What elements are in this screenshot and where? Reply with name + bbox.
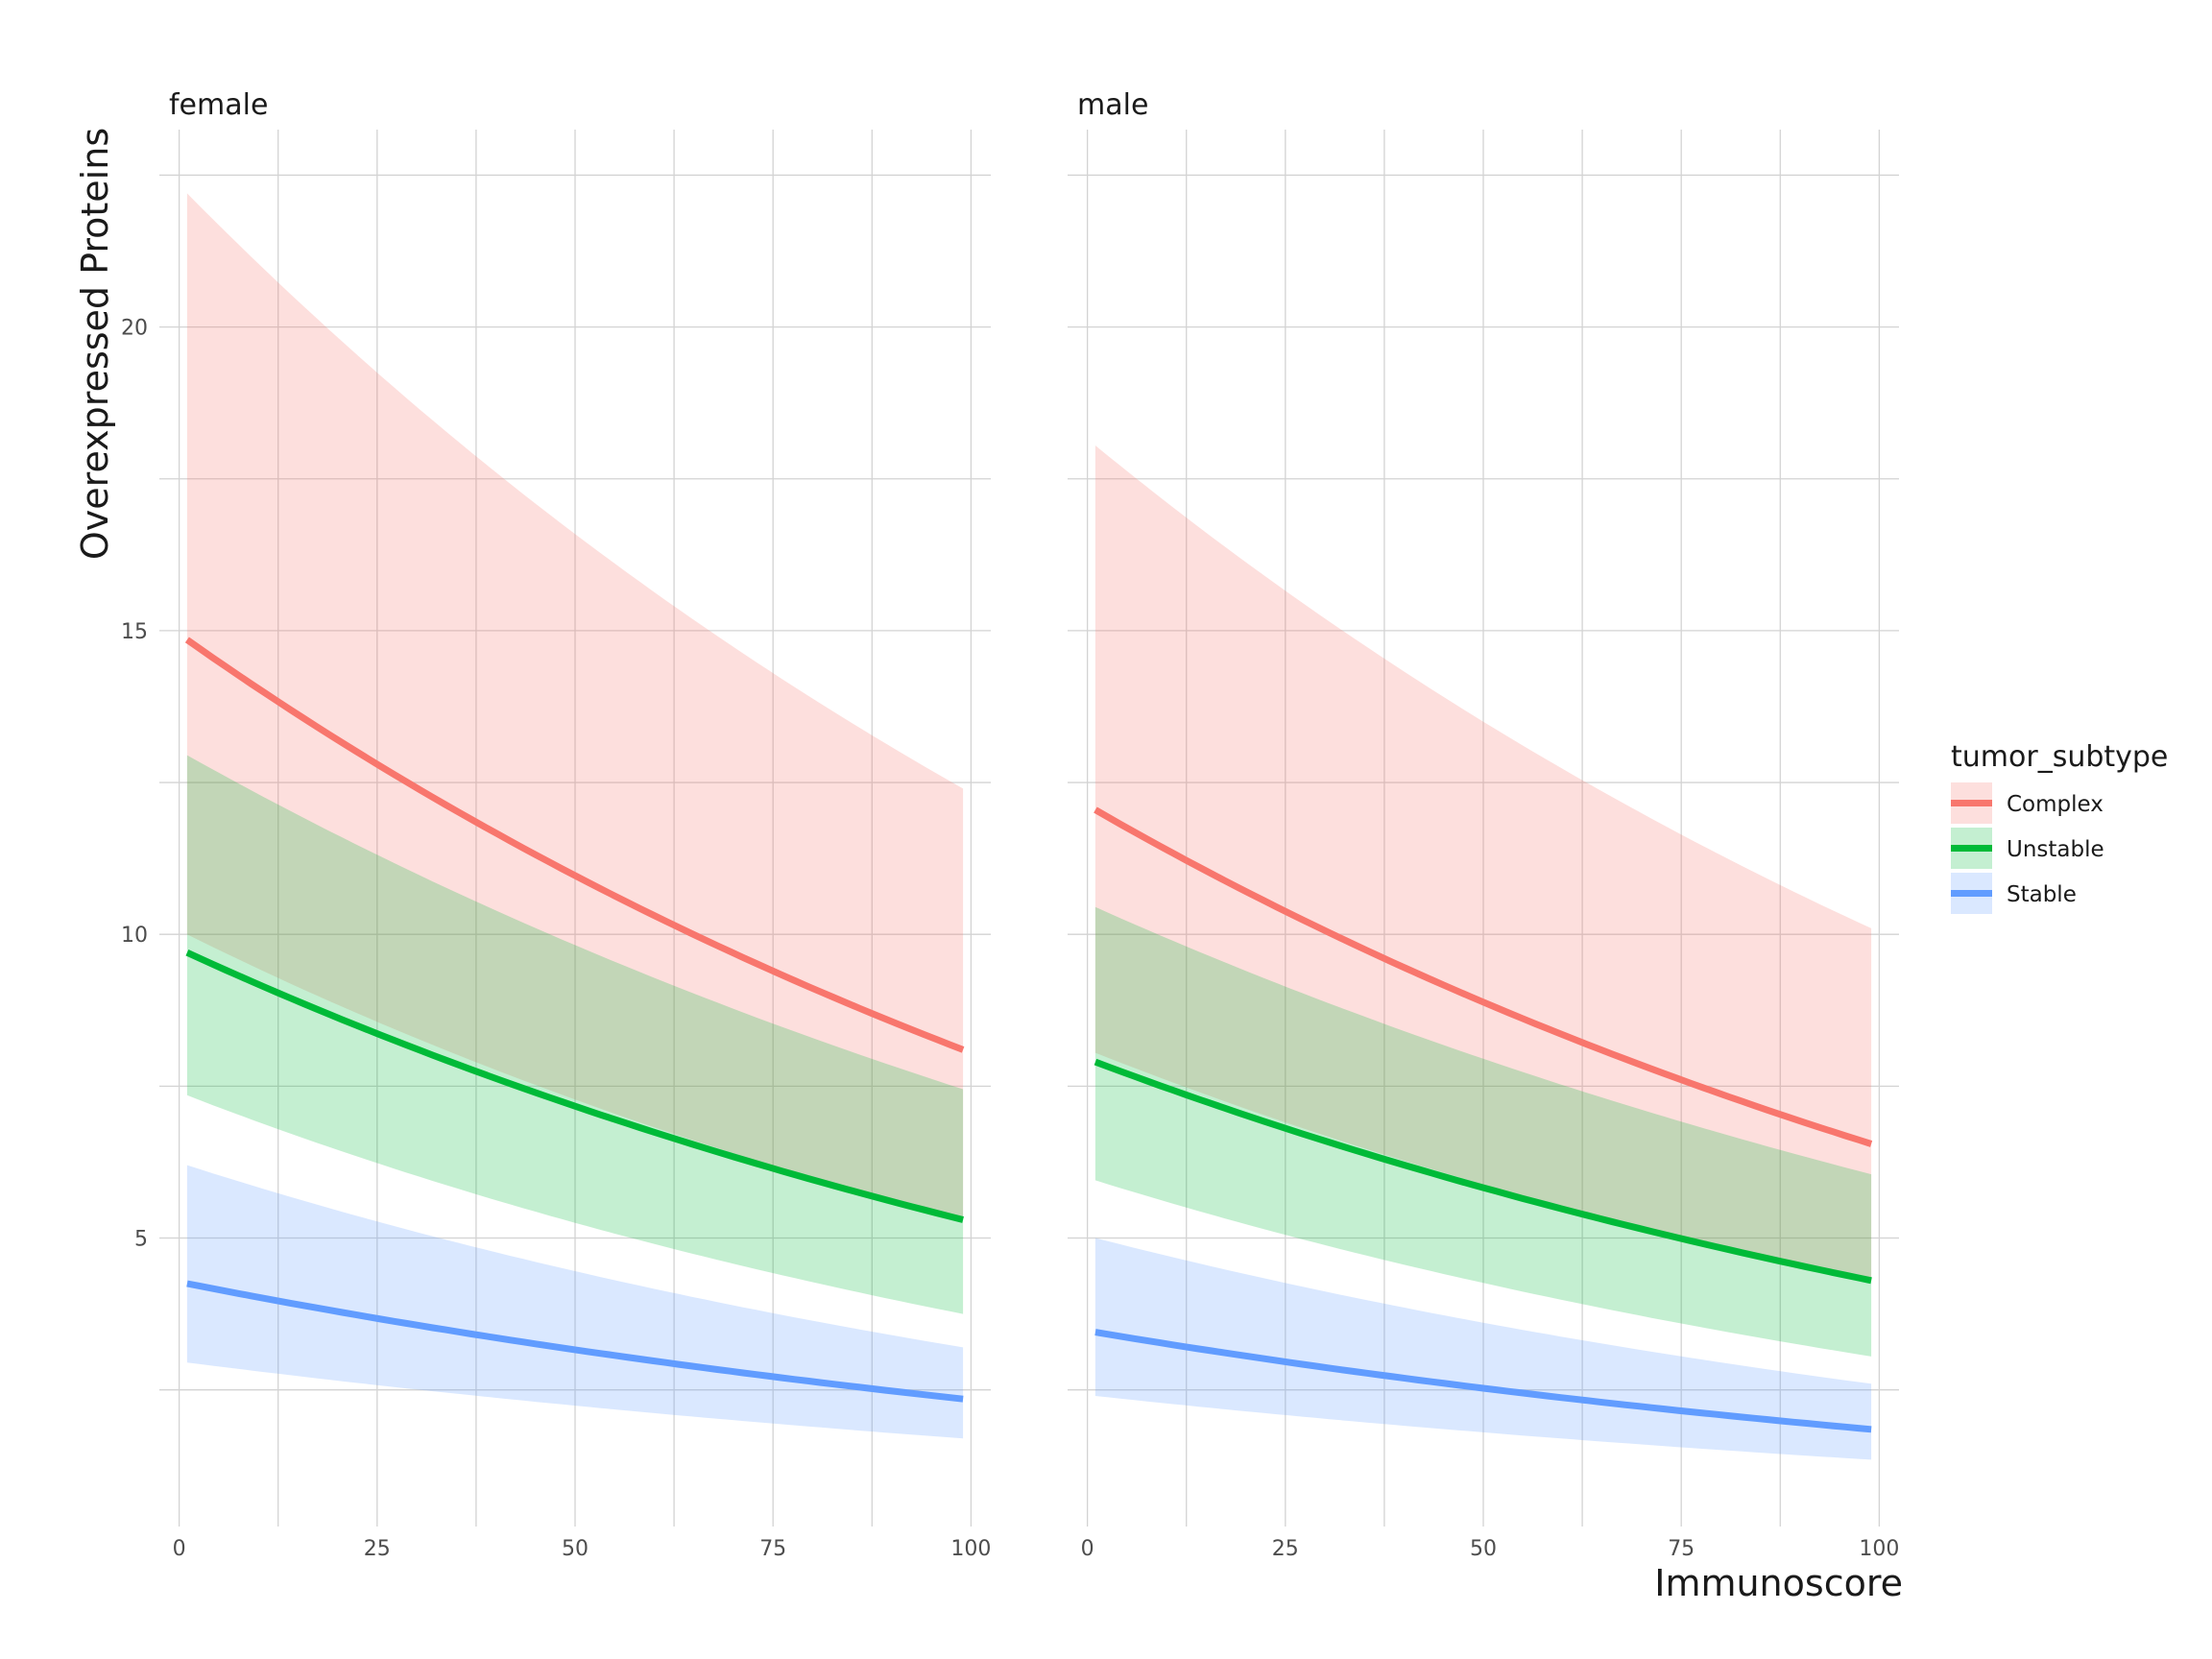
legend-label: Unstable: [2007, 837, 2104, 862]
x-tick-label: 25: [1272, 1537, 1299, 1561]
legend: tumor_subtype Complex Unstable Stable: [1951, 740, 2168, 914]
facet-label-male: male: [1077, 88, 1148, 122]
ci-ribbon-unstable: [1094, 906, 1872, 1357]
series-line-stable: [186, 1280, 964, 1403]
legend-title: tumor_subtype: [1951, 740, 2168, 774]
x-tick-label: 100: [950, 1537, 991, 1561]
legend-label: Stable: [2007, 882, 2077, 907]
x-tick-label: 0: [173, 1537, 186, 1561]
ci-ribbon-complex: [1094, 445, 1872, 1281]
ci-ribbon-stable: [186, 1165, 964, 1439]
y-tick-label: 5: [134, 1228, 148, 1252]
x-tick-label: 75: [759, 1537, 786, 1561]
facet-label-female: female: [169, 88, 268, 122]
x-tick-label: 50: [1470, 1537, 1497, 1561]
series-line-complex: [184, 637, 965, 1053]
ci-ribbon-unstable: [186, 755, 964, 1314]
y-axis-title: Overexpressed Proteins: [74, 128, 116, 560]
x-tick-label: 25: [364, 1537, 391, 1561]
series-line-unstable: [185, 950, 964, 1223]
series-line-unstable: [1094, 1058, 1872, 1285]
series-line-complex: [1094, 806, 1873, 1147]
y-tick-label: 20: [121, 317, 148, 341]
panel-female: female 0 25 50 75 100 5 10 15 20: [121, 88, 991, 1561]
y-tick-label: 15: [121, 620, 148, 644]
ci-ribbon-stable: [1094, 1238, 1872, 1460]
series-line-stable: [1094, 1329, 1872, 1433]
x-tick-label: 75: [1668, 1537, 1695, 1561]
y-tick-label: 10: [121, 924, 148, 948]
x-axis-title: Immunoscore: [1654, 1562, 1903, 1604]
legend-label: Complex: [2007, 792, 2104, 817]
grid: [1068, 130, 1899, 1527]
x-tick-label: 50: [562, 1537, 589, 1561]
legend-item-stable: Stable: [1951, 873, 2077, 914]
x-tick-label: 100: [1859, 1537, 1899, 1561]
legend-item-unstable: Unstable: [1951, 828, 2104, 869]
ci-ribbon-complex: [186, 193, 964, 1220]
panel-male: male 0 25 50 75 100: [1068, 88, 1899, 1561]
legend-item-complex: Complex: [1951, 782, 2104, 824]
x-tick-label: 0: [1081, 1537, 1094, 1561]
grid: [159, 130, 991, 1527]
